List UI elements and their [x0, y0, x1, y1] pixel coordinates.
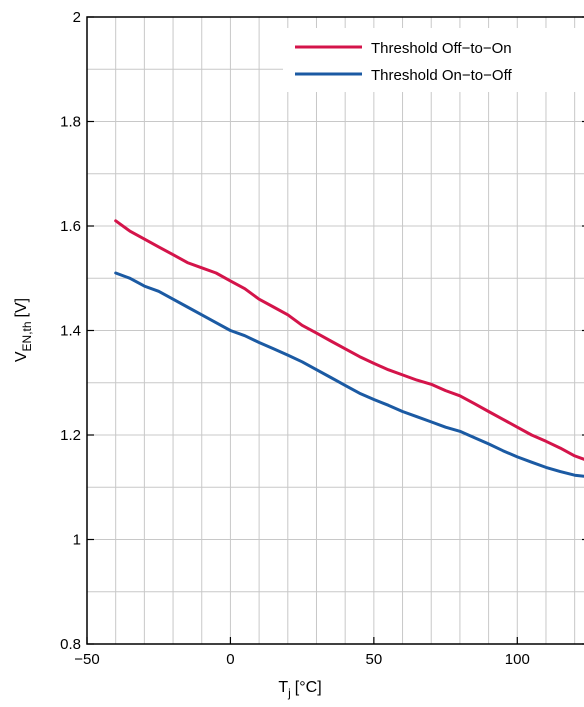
y-axis-label-main: V [13, 351, 30, 362]
y-tick-label: 0.8 [60, 636, 81, 653]
y-tick-label: 1.4 [60, 323, 81, 340]
grid [87, 17, 584, 644]
x-axis-label: Tj [°C] [278, 679, 321, 700]
x-tick-label: −50 [74, 651, 99, 668]
x-tick-label: 100 [505, 651, 530, 668]
tick-labels: −50 0 50 100 0.8 1 1.2 1.4 1.6 1.8 2 [60, 9, 530, 668]
y-tick-label: 1.8 [60, 114, 81, 131]
y-axis-label-unit: [V] [13, 298, 30, 318]
y-axis-label-sub: EN,th [20, 321, 34, 351]
series-line-off-to-on [114, 219, 584, 461]
y-tick-label: 2 [73, 9, 81, 26]
legend-label-on-to-off: Threshold On−to−Off [371, 67, 512, 84]
y-tick-label: 1.6 [60, 218, 81, 235]
x-tick-label: 0 [226, 651, 234, 668]
y-axis-label: VEN,th [V] [13, 298, 34, 362]
x-tick-label: 50 [366, 651, 383, 668]
legend-label-off-to-on: Threshold Off−to−On [371, 40, 512, 57]
x-axis-label-unit: [°C] [295, 679, 322, 696]
legend-background [283, 28, 584, 92]
series-line-on-to-off [114, 271, 584, 478]
legend: Threshold Off−to−On Threshold On−to−Off [283, 28, 584, 92]
series-layer [114, 219, 584, 478]
ticks [86, 16, 584, 645]
y-tick-label: 1.2 [60, 427, 81, 444]
x-axis-label-sub: j [287, 686, 291, 700]
x-axis-label-main: T [278, 679, 288, 696]
y-tick-label: 1 [73, 532, 81, 549]
